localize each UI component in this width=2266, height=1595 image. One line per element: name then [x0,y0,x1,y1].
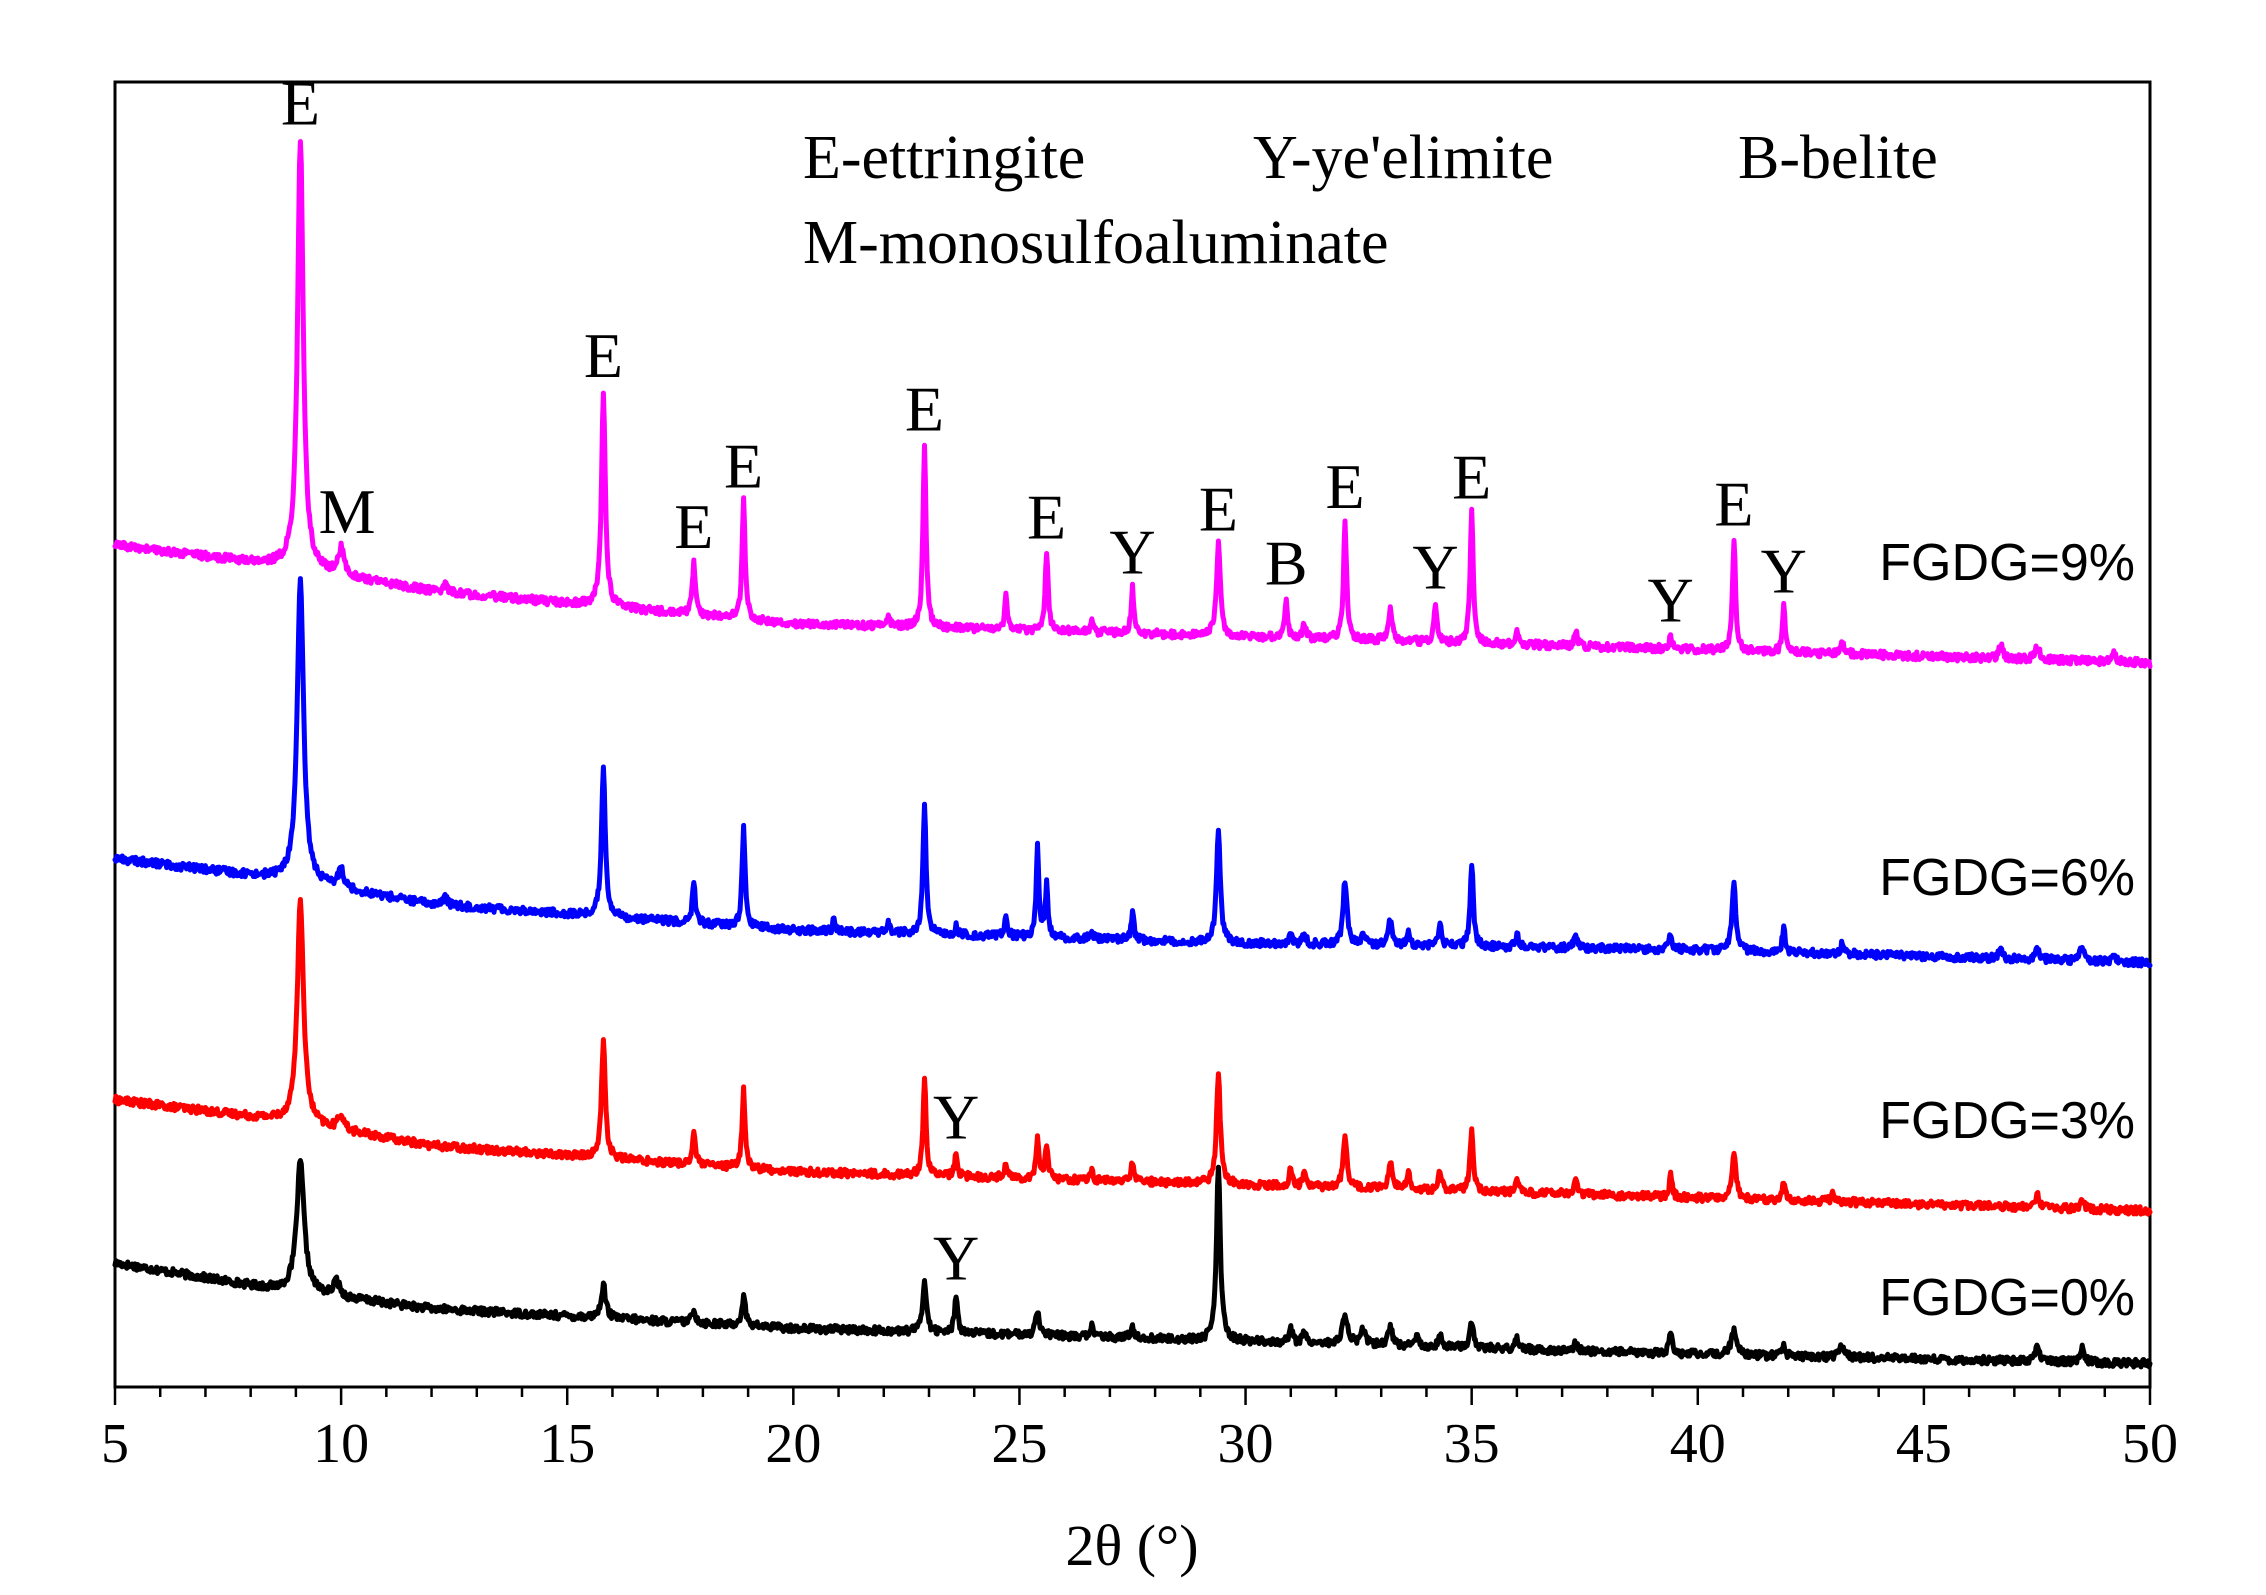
legend-belite: B-belite [1738,124,1938,192]
series-trace-9pct [112,139,2153,669]
plot-frame [113,80,2152,1389]
x-tick-label: 30 [1218,1413,1274,1475]
x-tick-labels-group: 5 10 15 20 25 30 35 40 45 50 [101,1413,2178,1475]
peak-label: M [319,476,376,547]
peak-label: E [1027,481,1066,552]
x-tick-label: 15 [539,1413,595,1475]
peak-label: E [1325,451,1364,522]
x-tick-label: 40 [1670,1413,1726,1475]
x-axis-title: 2θ (°) [1065,1513,1198,1578]
series-trace-3pct [112,897,2153,1217]
peak-label: Y [1648,565,1694,636]
series-labels-group: FGDG=0% FGDG=3% FGDG=6% FGDG=9% [1879,534,2135,1327]
peak-label: E [1199,473,1238,544]
plot-border [113,80,2152,1389]
peak-label: Y [1412,531,1458,602]
series-trace-6pct [112,576,2153,969]
legend-ettringite: E-ettringite [803,124,1085,192]
peak-label: E [1452,441,1491,512]
x-tick-label: 10 [313,1413,369,1475]
series-label: FGDG=6% [1879,849,2135,907]
legend-yeelimite: Y-ye'elimite [1253,124,1553,192]
peak-label: E [905,374,944,445]
x-tick-label: 35 [1444,1413,1500,1475]
series-label: FGDG=0% [1879,1269,2135,1327]
x-ticks-group [113,1387,2152,1405]
peak-label: Y [1761,535,1807,606]
series-label: FGDG=9% [1879,534,2135,592]
x-tick-label: 45 [1896,1413,1952,1475]
peak-label: B [1265,527,1308,598]
legend: E-ettringite Y-ye'elimite B-belite M-mon… [803,124,1938,277]
peak-label: E [674,491,713,562]
series-label: FGDG=3% [1879,1092,2135,1150]
peak-label: Y [1109,517,1155,588]
legend-monosulfoaluminate: M-monosulfoaluminate [803,209,1388,277]
x-tick-label: 20 [765,1413,821,1475]
peak-label: Y [933,1223,979,1294]
peak-label: E [724,430,763,501]
peak-label: Y [933,1081,979,1152]
x-tick-label: 25 [991,1413,1047,1475]
peak-label: E [1714,469,1753,540]
traces-group [112,139,2153,1370]
x-tick-label: 5 [101,1413,129,1475]
x-tick-label: 50 [2122,1413,2178,1475]
series-trace-0pct [112,1158,2153,1370]
peak-label: E [584,320,623,391]
peak-label: E [281,67,320,138]
